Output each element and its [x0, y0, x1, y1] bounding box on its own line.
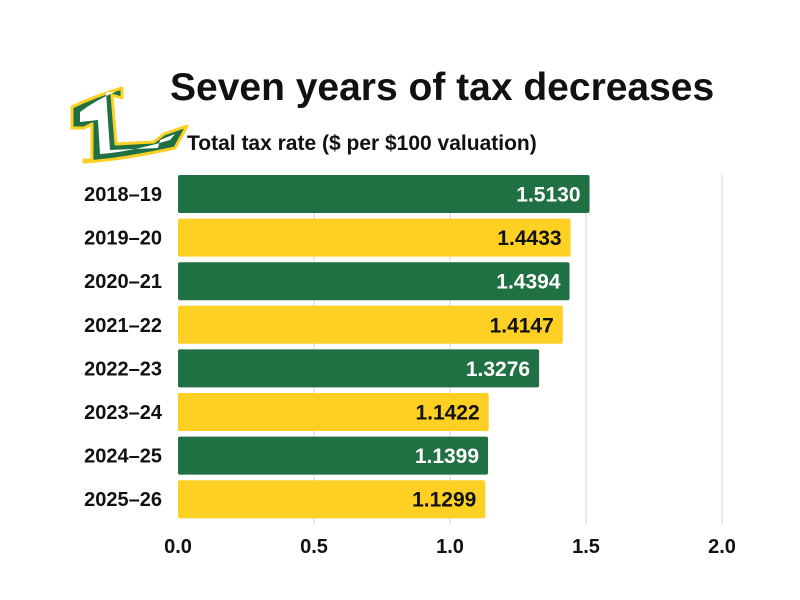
category-label: 2021–22 — [84, 315, 162, 337]
bar — [178, 218, 571, 257]
data-label: 1.1422 — [415, 402, 479, 425]
chart-title: Seven years of tax decreases — [170, 66, 714, 109]
x-tick-label: 0.0 — [164, 536, 192, 558]
category-label: 2025–26 — [84, 489, 162, 511]
bar — [178, 480, 486, 519]
x-axis-ticks: 0.0 0.5 1.0 1.5 2.0 — [164, 536, 736, 558]
logo — [70, 86, 189, 164]
category-label: 2018–19 — [84, 184, 162, 206]
data-label: 1.4394 — [496, 271, 561, 294]
category-label: 2023–24 — [84, 402, 163, 424]
data-label: 1.3276 — [466, 358, 530, 381]
data-label: 1.1399 — [415, 445, 479, 468]
bar — [178, 349, 540, 388]
x-tick-label: 1.5 — [572, 536, 600, 558]
data-label: 1.4147 — [490, 314, 554, 337]
category-label: 2020–21 — [84, 271, 162, 293]
bar — [178, 262, 570, 301]
data-label: 1.1299 — [412, 489, 476, 512]
bar — [178, 305, 563, 344]
bar — [178, 436, 489, 475]
data-label: 1.5130 — [516, 184, 580, 207]
x-tick-label: 2.0 — [708, 536, 736, 558]
bar — [178, 175, 590, 213]
category-labels: 2018–19 2019–20 2020–21 2021–22 2022–23 2023–… — [84, 184, 163, 511]
bars: 1.5130 1.4433 1.4394 1.4147 1.3276 1.1422 1.13… — [178, 175, 590, 519]
data-label: 1.4433 — [497, 227, 561, 250]
category-label: 2019–20 — [84, 228, 162, 250]
chart-subtitle: Total tax rate ($ per $100 valuation) — [187, 132, 537, 155]
category-label: 2024–25 — [84, 446, 162, 468]
x-tick-label: 0.5 — [300, 536, 328, 558]
category-label: 2022–23 — [84, 358, 162, 380]
x-tick-label: 1.0 — [436, 536, 464, 558]
bar — [178, 393, 489, 431]
